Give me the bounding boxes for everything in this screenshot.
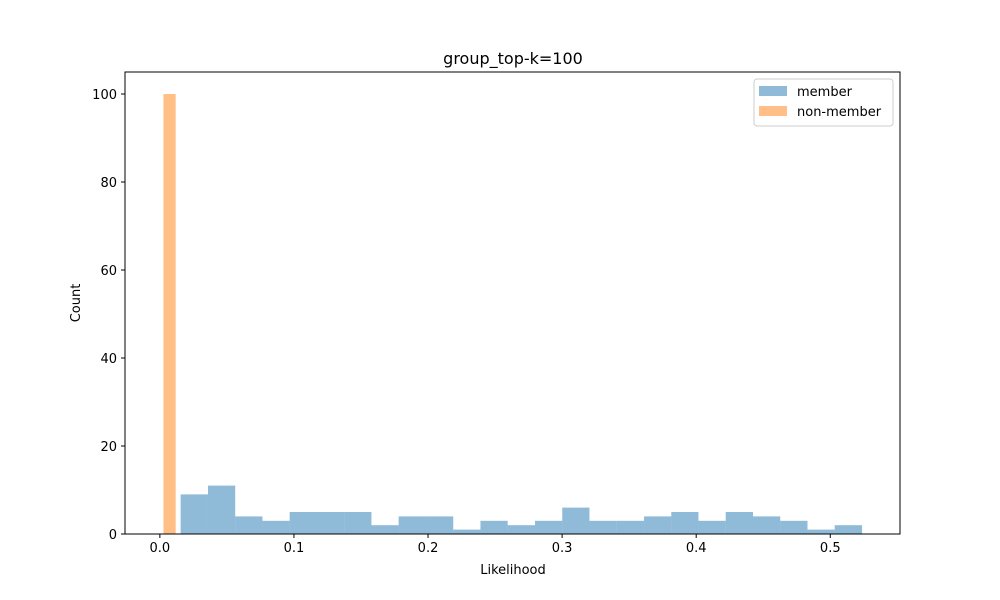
member-bar	[426, 516, 454, 534]
member-bar	[453, 529, 481, 534]
member-bar	[262, 520, 290, 534]
member-bar	[671, 512, 699, 534]
y-axis-label: Count	[69, 284, 84, 323]
member-bar	[780, 520, 808, 534]
x-tick-label: 0.3	[552, 541, 573, 556]
y-tick-label: 40	[100, 352, 117, 367]
member-bar	[344, 512, 372, 534]
member-bar	[235, 516, 263, 534]
member-legend-label: member	[797, 85, 853, 100]
x-tick-label: 0.2	[418, 541, 439, 556]
member-bar	[562, 507, 590, 534]
member-bar	[807, 529, 835, 534]
legend: member non-member	[753, 78, 894, 127]
member-bar	[834, 525, 863, 534]
member-legend-swatch	[759, 86, 787, 96]
member-bar	[289, 512, 317, 534]
x-tick-label: 0.1	[284, 541, 305, 556]
y-tick-label: 20	[100, 440, 117, 455]
member-bar	[616, 520, 645, 534]
x-tick-label: 0.0	[150, 541, 171, 556]
member-bar	[535, 520, 563, 534]
legend-frame	[753, 78, 894, 127]
plot-frame	[124, 71, 901, 535]
y-tick-label: 0	[109, 528, 117, 543]
member-bar	[317, 512, 345, 534]
member-bar	[371, 525, 399, 534]
bars-layer	[163, 94, 863, 534]
member-bar	[725, 512, 754, 534]
member-bar	[480, 520, 508, 534]
x-tick-label: 0.5	[820, 541, 841, 556]
member-bar	[698, 520, 726, 534]
x-axis-ticks: 0.0 0.1 0.2 0.3 0.4 0.5	[150, 534, 841, 556]
non-member-legend-swatch	[759, 106, 787, 116]
member-bar	[753, 516, 781, 534]
x-tick-label: 0.4	[686, 541, 707, 556]
member-bar	[180, 494, 208, 534]
member-bar	[398, 516, 427, 534]
member-bar	[208, 485, 236, 534]
y-tick-label: 60	[100, 264, 117, 279]
member-bar	[644, 516, 672, 534]
member-bar	[589, 520, 617, 534]
non-member-legend-label: non-member	[797, 105, 882, 120]
y-tick-label: 100	[92, 88, 117, 103]
chart-title: group_top-k=100	[443, 49, 583, 69]
x-axis-label: Likelihood	[480, 563, 546, 578]
y-axis-ticks: 0 20 40 60 80 100	[92, 88, 125, 543]
non-member-bar	[163, 94, 176, 534]
y-tick-label: 80	[100, 176, 117, 191]
member-bar	[507, 525, 536, 534]
